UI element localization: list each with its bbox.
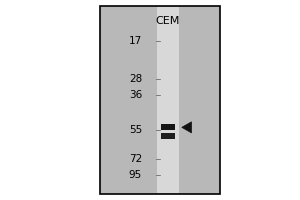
- Polygon shape: [182, 122, 191, 133]
- Text: 17: 17: [129, 36, 142, 46]
- Text: CEM: CEM: [156, 16, 180, 26]
- Bar: [100, 6, 220, 194]
- Text: 36: 36: [129, 90, 142, 100]
- Text: 55: 55: [129, 125, 142, 135]
- Text: 28: 28: [129, 74, 142, 84]
- Text: 95: 95: [129, 170, 142, 180]
- Bar: [161, 124, 175, 130]
- Bar: [161, 133, 175, 139]
- Bar: [157, 7, 179, 193]
- Text: 72: 72: [129, 154, 142, 164]
